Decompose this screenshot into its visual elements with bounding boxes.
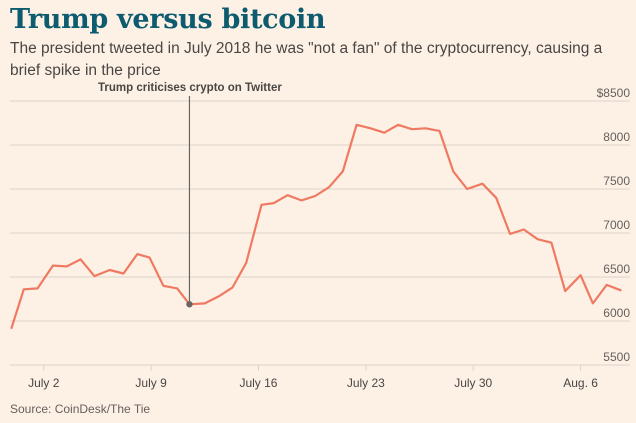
y-tick-label: 7000 xyxy=(603,218,630,232)
y-tick-label: $8500 xyxy=(597,86,631,100)
chart-subtitle: The president tweeted in July 2018 he wa… xyxy=(10,40,603,79)
y-tick-label: 6000 xyxy=(603,306,630,320)
x-axis-tick-labels: July 2 July 9 July 16 July 23 July 30 Aug. 6 xyxy=(28,365,598,390)
series-line xyxy=(10,123,622,330)
x-tick-label: July 9 xyxy=(135,376,167,390)
x-tick-label: July 23 xyxy=(347,376,385,390)
annotation-group: Trump criticises crypto on Twitter xyxy=(98,82,282,305)
x-tick-label: Aug. 6 xyxy=(563,376,598,390)
y-tick-label: 8000 xyxy=(603,130,630,144)
annotation-marker xyxy=(186,301,193,308)
y-tick-label: 5500 xyxy=(603,350,630,364)
x-tick-label: July 30 xyxy=(454,376,492,390)
x-tick-label: July 2 xyxy=(28,376,60,390)
y-tick-label: 7500 xyxy=(603,174,630,188)
chart-title: Trump versus bitcoin xyxy=(10,4,326,35)
x-tick-label: July 16 xyxy=(239,376,277,390)
annotation-label: Trump criticises crypto on Twitter xyxy=(98,82,282,94)
y-axis-tick-labels: 5500 6000 6500 7000 7500 8000 $8500 xyxy=(597,86,631,364)
gridlines xyxy=(10,100,630,366)
source-note: Source: CoinDesk/The Tie xyxy=(10,402,151,416)
series-group xyxy=(10,123,622,330)
y-tick-label: 6500 xyxy=(603,262,630,276)
